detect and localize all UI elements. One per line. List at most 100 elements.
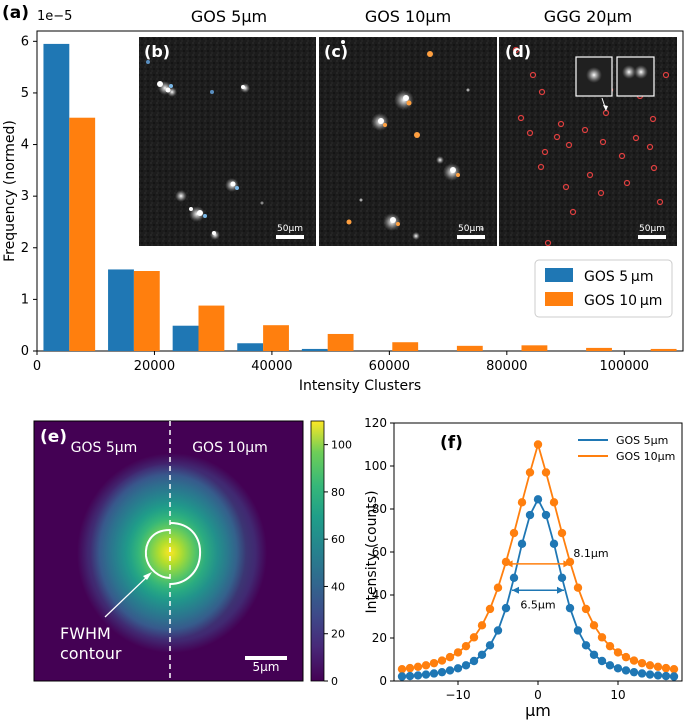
histogram-bar-s1-8 bbox=[586, 347, 612, 351]
histogram-y-tick-label: 4 bbox=[21, 138, 29, 153]
micrograph-inset-c: (c) 50µm bbox=[319, 37, 497, 246]
profile-point-s0 bbox=[573, 626, 583, 635]
profile-point-s0 bbox=[637, 669, 647, 678]
profile-x-tick-label: −10 bbox=[445, 688, 470, 702]
histogram-bar-s0-3 bbox=[237, 343, 264, 351]
histogram-bar-s1-0 bbox=[69, 117, 96, 351]
fwhm-contour-right bbox=[169, 522, 202, 585]
inset-title-d: GGG 20µm bbox=[544, 7, 632, 26]
histogram-x-axis-label: Intensity Clusters bbox=[299, 378, 421, 394]
histogram-y-tick-label: 2 bbox=[21, 241, 29, 256]
histogram-y-tick-label: 0 bbox=[21, 344, 29, 359]
profile-point-s0 bbox=[629, 667, 639, 677]
scalebar-c-label: 50µm bbox=[458, 224, 484, 234]
profile-legend-label-gos10: GOS 10µm bbox=[616, 450, 675, 463]
micrograph-d-spots bbox=[512, 46, 670, 247]
colorbar-tick-label: 100 bbox=[331, 439, 352, 452]
profile-point-s1 bbox=[621, 652, 631, 662]
fwhm-label-line1: FWHM bbox=[60, 624, 111, 643]
scalebar-b-label: 50µm bbox=[277, 224, 303, 234]
fwhm-arrow-head bbox=[143, 572, 152, 580]
profile-x-tick-label: 10 bbox=[610, 688, 625, 702]
panel-f-label: (f) bbox=[440, 433, 463, 453]
profile-point-s1 bbox=[669, 664, 679, 674]
histogram-x-tick-label: 0 bbox=[33, 359, 41, 374]
profile-y-tick-label: 20 bbox=[372, 631, 387, 645]
profile-point-s0 bbox=[437, 667, 447, 677]
colorbar-tick-label: 60 bbox=[331, 533, 345, 546]
histogram-bar-s1-4 bbox=[327, 333, 354, 351]
fwhm-annotation-label: 8.1µm bbox=[573, 547, 608, 560]
psf-image-frame bbox=[33, 420, 304, 682]
profile-point-s0 bbox=[397, 672, 407, 681]
profile-point-s1 bbox=[549, 498, 559, 507]
histogram-bar-s1-9 bbox=[650, 348, 677, 351]
profile-point-s0 bbox=[653, 671, 663, 680]
histogram-y-tick-label: 1 bbox=[21, 292, 29, 307]
profile-point-s0 bbox=[597, 656, 607, 666]
profile-point-s0 bbox=[477, 650, 487, 659]
profile-point-s1 bbox=[445, 652, 455, 662]
profile-point-s1 bbox=[493, 583, 503, 592]
panel-a-label: (a) bbox=[2, 3, 29, 23]
profile-point-s1 bbox=[413, 662, 423, 672]
profile-x-tick-label: 0 bbox=[534, 688, 542, 702]
psf-image-panel: (e) GOS 5µm GOS 10µm FWHM contour 5µm bbox=[33, 420, 304, 682]
fwhm-arrow-head-right bbox=[557, 586, 564, 594]
profile-y-axis-label: Intensity (counts) bbox=[364, 490, 380, 613]
colorbar-tick-label: 0 bbox=[331, 675, 338, 688]
histogram-x-tick-label: 40000 bbox=[251, 359, 292, 374]
colorbar-gradient bbox=[310, 420, 325, 682]
profile-y-tick-label: 100 bbox=[364, 459, 387, 473]
profile-point-s0 bbox=[453, 664, 463, 673]
profile-point-s0 bbox=[517, 539, 527, 549]
profile-point-s1 bbox=[597, 633, 607, 642]
profile-point-s0 bbox=[565, 603, 575, 613]
micrograph-b-background bbox=[139, 37, 316, 246]
profile-point-s0 bbox=[661, 671, 671, 681]
profile-point-s1 bbox=[573, 583, 583, 592]
profile-point-s0 bbox=[445, 666, 455, 675]
panel-e-label: (e) bbox=[40, 427, 67, 447]
inset-title-c: GOS 10µm bbox=[365, 7, 451, 26]
profile-point-s0 bbox=[645, 670, 655, 679]
profile-point-s1 bbox=[557, 528, 567, 538]
profile-point-s1 bbox=[469, 633, 479, 642]
profile-point-s0 bbox=[533, 495, 543, 504]
histogram-y-tick-label: 6 bbox=[21, 34, 29, 49]
fwhm-label-line2: contour bbox=[60, 644, 122, 663]
micrograph-inset-d: (d) 50µm bbox=[499, 37, 677, 247]
inset-label-b: (b) bbox=[144, 42, 170, 61]
scalebar-d bbox=[638, 235, 666, 239]
profile-x-ticks: −10 0 10 bbox=[445, 681, 626, 702]
fwhm-annotation-label: 6.5µm bbox=[520, 598, 555, 611]
histogram-legend: GOS 5 µm GOS 10 µm bbox=[534, 259, 673, 318]
histogram-bar-s1-2 bbox=[198, 305, 225, 351]
colorbar: 0 20 40 60 80 100 bbox=[310, 420, 352, 688]
histogram-y-ticks: 0 1 2 3 4 5 6 bbox=[21, 34, 37, 359]
profile-point-s0 bbox=[469, 656, 479, 666]
profile-point-s1 bbox=[421, 661, 431, 670]
profile-point-s0 bbox=[525, 510, 535, 520]
profile-line-s1 bbox=[401, 441, 675, 671]
legend-swatch-gos5 bbox=[545, 268, 573, 282]
profile-y-ticks: 0 20 40 60 80 100 120 bbox=[364, 416, 394, 688]
profile-point-s1 bbox=[589, 621, 599, 630]
profile-point-s1 bbox=[605, 641, 615, 651]
profile-point-s1 bbox=[461, 641, 471, 651]
profile-point-s0 bbox=[413, 671, 423, 680]
profile-point-s0 bbox=[421, 670, 431, 679]
profile-point-s1 bbox=[397, 664, 407, 674]
histogram-x-tick-label: 20000 bbox=[134, 359, 175, 374]
profile-point-s0 bbox=[405, 671, 415, 681]
histogram-bar-s0-2 bbox=[172, 325, 199, 351]
profile-y-tick-label: 60 bbox=[372, 545, 387, 559]
profile-point-s1 bbox=[653, 662, 663, 672]
profile-point-s0 bbox=[501, 603, 511, 613]
histogram-y-axis-label: Frequency (normed) bbox=[2, 120, 18, 262]
histogram-bar-s1-6 bbox=[456, 345, 483, 351]
profile-point-s1 bbox=[613, 648, 623, 657]
fwhm-contour-left bbox=[144, 529, 171, 579]
profile-point-s0 bbox=[621, 666, 631, 675]
profile-point-s0 bbox=[485, 641, 495, 650]
